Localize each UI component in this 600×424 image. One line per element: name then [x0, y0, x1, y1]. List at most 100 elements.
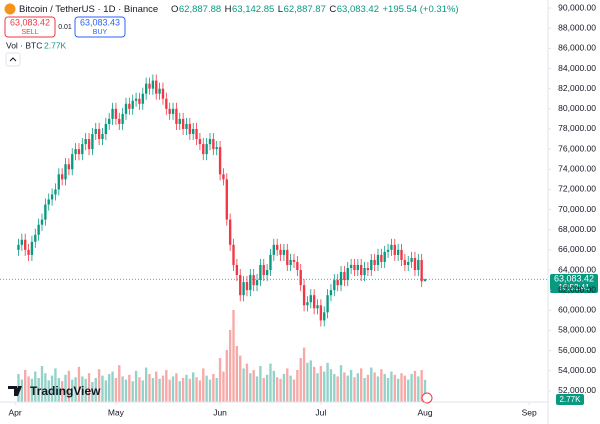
- volume-bar: [121, 376, 124, 402]
- candle-body: [84, 139, 87, 145]
- ohlc-value: 63,142.85: [232, 4, 274, 15]
- candle-body: [44, 204, 47, 220]
- volume-bar: [296, 370, 299, 402]
- volume-bar: [128, 374, 131, 402]
- volume-bar: [306, 362, 309, 402]
- volume-bar: [118, 365, 121, 402]
- volume-bar: [218, 358, 222, 402]
- volume-bar: [279, 378, 282, 402]
- volume-bar: [336, 376, 339, 402]
- sell-label: SELL: [21, 29, 38, 36]
- candle-body: [30, 241, 34, 255]
- candle-body: [34, 234, 37, 242]
- volume-bar: [356, 373, 360, 402]
- volume-bar: [175, 373, 178, 402]
- buy-button[interactable]: [74, 16, 126, 38]
- volume-bar: [168, 379, 171, 402]
- y-tick-label: 82,000.00: [558, 83, 596, 93]
- candle-body: [383, 251, 386, 262]
- volume-bar: [316, 373, 319, 402]
- candle-body: [94, 128, 97, 134]
- volume-bar: [97, 369, 101, 402]
- candle-body: [17, 244, 20, 250]
- volume-bar: [71, 379, 74, 402]
- candle-body: [37, 224, 40, 235]
- volume-bar: [111, 371, 114, 402]
- candle-body: [155, 80, 158, 94]
- event-icon[interactable]: [421, 392, 433, 404]
- sell-button[interactable]: [4, 16, 56, 38]
- volume-bar: [151, 378, 155, 402]
- candle-body: [148, 83, 151, 89]
- volume-bar: [64, 374, 67, 402]
- volume-bar: [299, 358, 302, 402]
- volume-bar: [148, 374, 151, 402]
- candle-body: [87, 139, 91, 150]
- volume-bar: [30, 378, 34, 402]
- y-tick-label: 54,000.00: [558, 365, 596, 375]
- candle-body: [370, 259, 373, 271]
- candle-body: [27, 249, 30, 255]
- volume-bar: [245, 363, 249, 402]
- candle-body: [319, 305, 323, 321]
- volume-bar: [181, 378, 185, 402]
- volume-bar: [222, 371, 225, 402]
- candle-body: [114, 108, 118, 119]
- candle-body: [60, 174, 64, 180]
- volume-bar: [138, 377, 141, 402]
- y-tick-label: 68,000.00: [558, 224, 596, 234]
- y-tick-label: 60,000.00: [558, 305, 596, 315]
- ohlc-key: O: [171, 4, 178, 15]
- volume-bar: [413, 370, 417, 402]
- volume-bar: [141, 380, 144, 402]
- volume-bar: [155, 371, 158, 402]
- candle-body: [24, 239, 27, 250]
- volume-bar: [134, 370, 138, 402]
- volume-axis-label: 2.77K: [560, 395, 582, 404]
- volume-bar: [302, 347, 306, 402]
- volume-bar: [77, 366, 81, 402]
- candle-body: [128, 103, 131, 109]
- candle-body: [329, 290, 333, 296]
- y-tick-label: 90,000.00: [558, 2, 596, 12]
- volume-bar: [205, 375, 208, 402]
- volume-bar: [67, 370, 71, 402]
- volume-bar: [34, 371, 37, 402]
- volume-bar: [91, 382, 94, 402]
- volume-bar: [249, 373, 252, 402]
- candle-body: [108, 118, 111, 124]
- collapse-button[interactable]: [5, 52, 21, 67]
- volume-bar: [124, 379, 128, 402]
- volume-bar: [423, 379, 427, 402]
- volume-bar: [407, 379, 410, 402]
- candle-body: [413, 257, 417, 271]
- candle-body: [111, 108, 114, 119]
- volume-bar: [27, 376, 30, 402]
- spread: 0.01: [58, 24, 72, 31]
- x-tick-label: Aug: [417, 407, 432, 417]
- symbol-title: Bitcoin / TetherUS · 1D · Binance: [19, 4, 158, 15]
- candle-body: [185, 123, 188, 129]
- volume-bar: [165, 370, 168, 402]
- volume-bar: [57, 378, 60, 402]
- volume-bar: [161, 375, 165, 402]
- y-tick-label: 88,000.00: [558, 22, 596, 32]
- volume-bar: [37, 378, 40, 402]
- candle-body: [255, 280, 259, 286]
- candle-body: [276, 244, 279, 250]
- candle-body: [50, 194, 54, 200]
- candle-body: [121, 113, 124, 124]
- volume-bar: [198, 380, 202, 402]
- candle-body: [202, 144, 205, 155]
- candle-body: [188, 123, 192, 134]
- volume-bar: [44, 373, 47, 402]
- y-tick-label: 80,000.00: [558, 103, 596, 113]
- x-tick-label: May: [108, 407, 125, 417]
- candle-body: [339, 272, 343, 286]
- candle-body: [101, 134, 104, 140]
- candle-body: [181, 118, 185, 129]
- candle-body: [393, 244, 396, 255]
- candle-body: [158, 88, 161, 94]
- volume-bar: [309, 360, 312, 402]
- candle-body: [131, 100, 134, 109]
